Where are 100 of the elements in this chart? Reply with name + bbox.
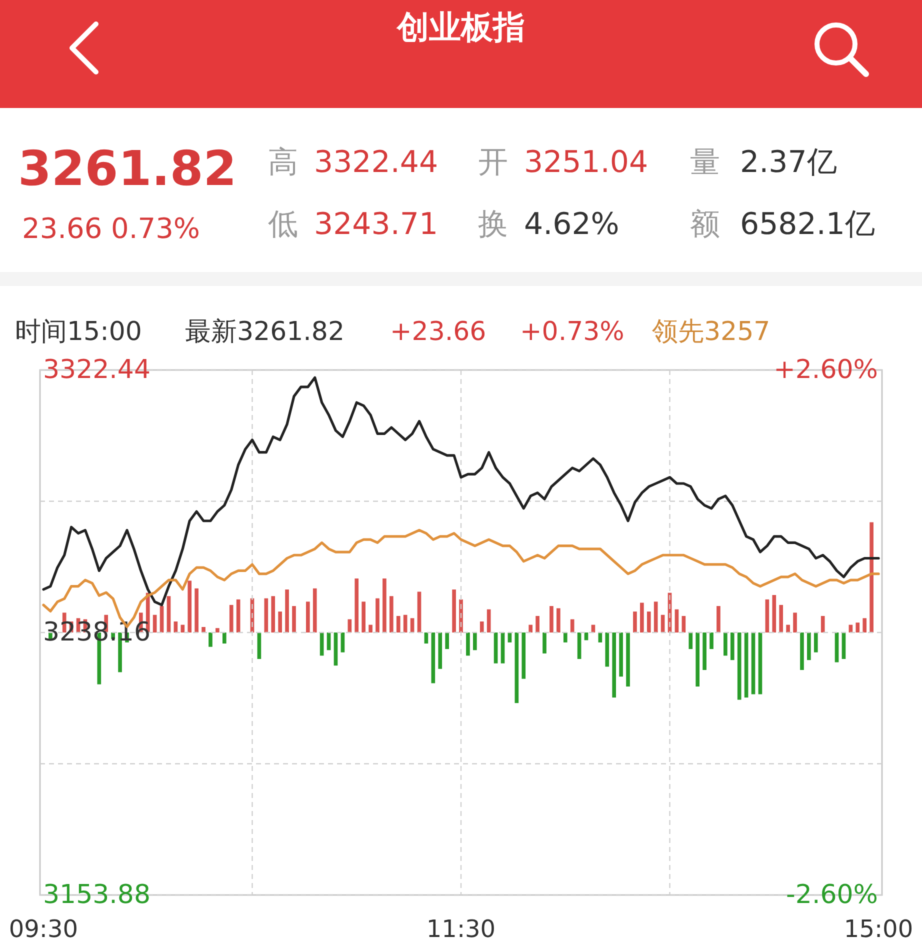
- bar: [216, 628, 220, 632]
- y2-tick-label: -2.60%: [786, 880, 878, 910]
- bar: [494, 632, 498, 664]
- bar: [716, 606, 720, 632]
- bar: [417, 592, 422, 632]
- y2-tick-label: +2.60%: [774, 355, 878, 385]
- text: 量: [690, 145, 720, 180]
- x-tick-label: 15:00: [844, 915, 914, 943]
- bar: [793, 612, 797, 632]
- bar: [445, 632, 449, 650]
- bar: [188, 580, 192, 632]
- bar: [550, 606, 554, 632]
- bar: [563, 632, 568, 642]
- bar: [486, 609, 491, 632]
- bar: [278, 612, 282, 632]
- bar: [577, 632, 582, 659]
- bar: [459, 599, 463, 632]
- text: 创业板指: [396, 8, 525, 46]
- text: 时间15:00: [15, 317, 142, 347]
- bar: [438, 632, 442, 669]
- y-tick-label: 3322.44: [43, 355, 151, 385]
- bar: [194, 588, 198, 632]
- x-tick-label: 09:30: [8, 915, 78, 943]
- bar: [674, 609, 679, 632]
- bar: [528, 624, 532, 632]
- bar: [348, 619, 352, 632]
- bar: [654, 602, 658, 632]
- bar: [292, 606, 296, 632]
- bar: [646, 612, 651, 632]
- bar: [800, 632, 804, 670]
- bar: [403, 614, 408, 632]
- text: +0.73%: [520, 317, 624, 347]
- bar: [772, 595, 776, 632]
- bar: [779, 604, 784, 632]
- bar: [424, 632, 428, 644]
- bar: [202, 626, 206, 632]
- bar: [696, 632, 700, 687]
- bar: [688, 632, 693, 650]
- text: 2.37亿: [740, 145, 837, 180]
- bar: [480, 621, 484, 632]
- bar: [570, 619, 574, 632]
- bar: [334, 632, 338, 666]
- text: 开: [478, 145, 508, 180]
- bar: [612, 632, 616, 698]
- bar: [702, 632, 706, 670]
- bar: [257, 632, 262, 659]
- bar: [452, 590, 456, 632]
- bar: [306, 602, 310, 632]
- bar: [820, 616, 825, 632]
- bar: [842, 632, 846, 659]
- bar: [382, 578, 386, 632]
- bar: [264, 598, 268, 632]
- bar: [724, 632, 728, 656]
- bar: [682, 616, 686, 632]
- bar: [626, 632, 630, 687]
- text: 换: [478, 207, 508, 242]
- bar: [542, 632, 546, 654]
- bar: [814, 632, 818, 652]
- bar: [285, 590, 289, 632]
- bar: [730, 632, 734, 660]
- bar: [466, 632, 470, 656]
- bar: [160, 606, 164, 632]
- bar: [222, 632, 226, 644]
- bar: [362, 602, 366, 632]
- x-tick-label: 11:30: [426, 915, 496, 943]
- text: 3322.44: [314, 145, 438, 180]
- bar: [500, 632, 505, 664]
- text: +23.66: [390, 317, 486, 347]
- bar: [751, 632, 756, 694]
- bar: [807, 632, 811, 660]
- bar: [870, 522, 874, 632]
- text: 领先3257: [652, 317, 770, 347]
- text: 3251.04: [524, 145, 648, 180]
- bar: [354, 578, 359, 632]
- bar: [208, 632, 212, 647]
- text: 低: [268, 207, 298, 242]
- bar: [236, 599, 240, 632]
- text: 3243.71: [314, 207, 438, 242]
- bar: [744, 632, 748, 698]
- bar: [368, 624, 372, 632]
- bar: [166, 596, 171, 632]
- bar: [431, 632, 436, 684]
- bar: [619, 632, 623, 677]
- text: 6582.1亿: [740, 207, 875, 242]
- bar: [640, 602, 644, 632]
- bar: [396, 616, 400, 632]
- bar: [152, 614, 157, 632]
- bar: [522, 632, 526, 679]
- bar: [856, 622, 860, 632]
- bar: [834, 632, 839, 662]
- bar: [536, 616, 540, 632]
- bar: [180, 624, 185, 632]
- bar: [765, 599, 770, 632]
- text: 最新3261.82: [185, 317, 345, 347]
- bar: [514, 632, 519, 704]
- text: 4.62%: [524, 207, 620, 242]
- bar: [556, 608, 560, 632]
- bar: [229, 604, 234, 632]
- bar: [758, 632, 762, 694]
- bar: [473, 632, 477, 650]
